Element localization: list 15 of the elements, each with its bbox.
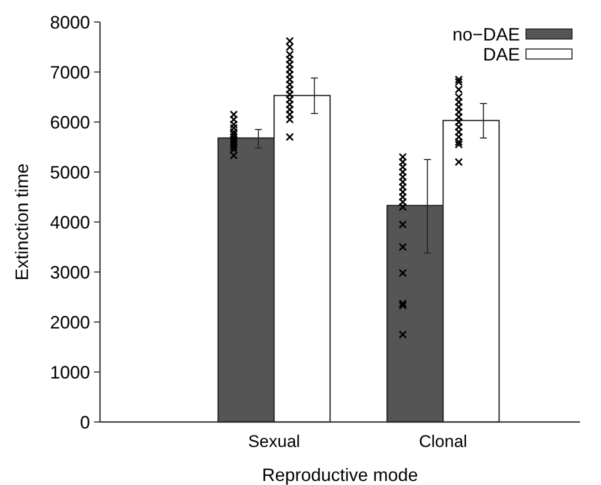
y-tick-label: 8000 bbox=[50, 12, 90, 32]
x-tick-label: Sexual bbox=[248, 432, 300, 451]
y-axis-title: Extinction time bbox=[12, 163, 32, 281]
y-tick-label: 2000 bbox=[50, 312, 90, 332]
y-tick-label: 3000 bbox=[50, 262, 90, 282]
y-tick-label: 4000 bbox=[50, 212, 90, 232]
y-tick-label: 0 bbox=[80, 412, 90, 432]
y-tick-label: 5000 bbox=[50, 162, 90, 182]
legend-label: DAE bbox=[482, 44, 520, 64]
legend-label: no−DAE bbox=[452, 24, 520, 44]
x-tick-label: Clonal bbox=[418, 432, 468, 451]
y-tick-label: 7000 bbox=[50, 62, 90, 82]
y-tick-label: 6000 bbox=[50, 112, 90, 132]
x-axis-title: Reproductive mode bbox=[262, 465, 418, 485]
y-tick-label: 1000 bbox=[50, 362, 90, 382]
